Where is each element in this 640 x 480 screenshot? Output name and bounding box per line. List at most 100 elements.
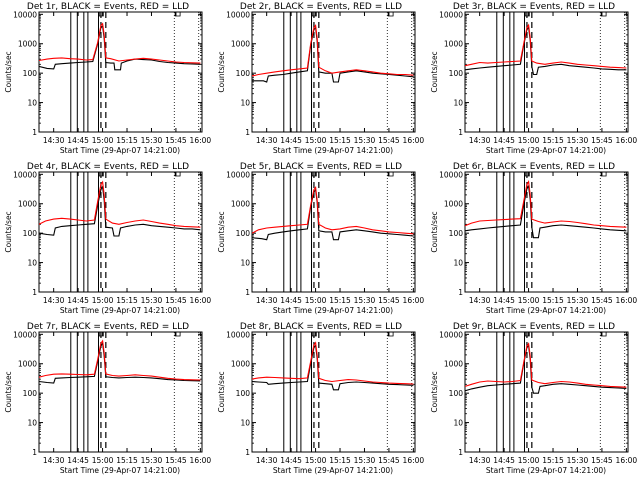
panel-det-2: Det 2r, BLACK = Events, RED = LLD 1 10 100 1… xyxy=(213,0,426,160)
plot-frame xyxy=(251,331,416,453)
y-tick-label: 100 xyxy=(236,69,251,78)
y-tick-label: 10 xyxy=(240,259,250,268)
x-tick-label: 15:15 xyxy=(329,296,351,305)
x-tick-label: 14:45 xyxy=(493,296,515,305)
y-tick-label: 10 xyxy=(27,99,37,108)
y-tick-label: 1 xyxy=(245,288,250,297)
panel-chart: Det 7r, BLACK = Events, RED = LLD 1 10 100 1… xyxy=(4,322,212,475)
y-tick-label: 1 xyxy=(245,448,250,457)
panel-det-1: Det 1r, BLACK = Events, RED = LLD 1 10 100 1… xyxy=(0,0,213,160)
y-tick-label: 10 xyxy=(453,259,463,268)
x-tick-label: 15:15 xyxy=(329,456,351,465)
panel-det-8: Det 8r, BLACK = Events, RED = LLD 1 10 100 1… xyxy=(213,320,426,480)
events-series-line xyxy=(39,341,201,384)
x-tick-label: 16:00 xyxy=(190,456,212,465)
y-tick-label: 1000 xyxy=(18,200,37,209)
x-tick-label: 15:30 xyxy=(567,456,589,465)
y-tick-label: 1 xyxy=(458,128,463,137)
panel-title: Det 4r, BLACK = Events, RED = LLD xyxy=(27,162,189,172)
y-axis-label: Counts/sec xyxy=(430,211,439,252)
x-tick-label: 16:00 xyxy=(190,136,212,145)
interval-bracket xyxy=(600,332,607,337)
interval-bracket xyxy=(311,332,317,337)
y-tick-label: 1 xyxy=(245,128,250,137)
x-tick-label: 16:00 xyxy=(403,136,425,145)
x-tick-label: 15:00 xyxy=(92,456,114,465)
y-tick-label: 10 xyxy=(453,419,463,428)
lld-series-line xyxy=(465,342,627,388)
y-tick-label: 10000 xyxy=(439,330,463,339)
x-axis-label: Start Time (29-Apr-07 14:21:00) xyxy=(486,466,606,475)
plot-frame xyxy=(38,171,203,293)
x-tick-label: 15:00 xyxy=(518,136,540,145)
interval-bracket xyxy=(174,332,181,337)
x-tick-label: 16:00 xyxy=(616,456,638,465)
y-axis-label: Counts/sec xyxy=(217,371,226,412)
y-tick-label: 10000 xyxy=(226,10,250,19)
panel-title: Det 7r, BLACK = Events, RED = LLD xyxy=(27,322,189,332)
interval-bracket xyxy=(600,12,607,17)
x-tick-label: 15:00 xyxy=(518,456,540,465)
y-tick-label: 10000 xyxy=(13,10,37,19)
x-tick-label: 15:30 xyxy=(354,296,376,305)
y-tick-label: 1 xyxy=(458,448,463,457)
x-tick-label: 16:00 xyxy=(403,456,425,465)
events-series-line xyxy=(252,343,414,391)
y-tick-label: 1000 xyxy=(18,360,37,369)
x-tick-label: 14:45 xyxy=(67,136,89,145)
y-tick-label: 10000 xyxy=(226,330,250,339)
x-tick-label: 15:30 xyxy=(141,136,163,145)
x-axis-label: Start Time (29-Apr-07 14:21:00) xyxy=(60,146,180,155)
y-tick-label: 1000 xyxy=(231,200,250,209)
y-tick-label: 10 xyxy=(240,419,250,428)
plot-frame xyxy=(464,171,629,293)
y-tick-label: 100 xyxy=(23,389,38,398)
x-tick-label: 15:15 xyxy=(542,296,564,305)
y-axis-label: Counts/sec xyxy=(217,51,226,92)
x-axis-label: Start Time (29-Apr-07 14:21:00) xyxy=(486,146,606,155)
interval-bracket xyxy=(387,12,394,17)
interval-bracket xyxy=(98,332,104,337)
y-tick-label: 100 xyxy=(449,389,464,398)
lld-series-line xyxy=(39,180,201,228)
panel-chart: Det 6r, BLACK = Events, RED = LLD 1 10 100 1… xyxy=(430,162,637,315)
interval-bracket xyxy=(311,12,317,17)
panel-det-9: Det 9r, BLACK = Events, RED = LLD 1 10 100 1… xyxy=(426,320,639,480)
x-tick-label: 15:30 xyxy=(567,136,589,145)
interval-bracket xyxy=(524,12,530,17)
x-tick-label: 15:00 xyxy=(305,296,327,305)
y-tick-label: 1000 xyxy=(231,360,250,369)
x-tick-label: 15:45 xyxy=(165,136,187,145)
x-tick-label: 15:15 xyxy=(116,456,138,465)
x-tick-label: 16:00 xyxy=(403,296,425,305)
panel-det-3: Det 3r, BLACK = Events, RED = LLD 1 10 100 1… xyxy=(426,0,639,160)
interval-bracket xyxy=(387,172,394,177)
panel-title: Det 5r, BLACK = Events, RED = LLD xyxy=(240,162,402,172)
x-axis-label: Start Time (29-Apr-07 14:21:00) xyxy=(273,466,393,475)
x-tick-label: 14:30 xyxy=(43,136,65,145)
x-axis-label: Start Time (29-Apr-07 14:21:00) xyxy=(60,306,180,315)
events-series-line xyxy=(39,184,201,237)
y-tick-label: 1000 xyxy=(444,40,463,49)
x-tick-label: 14:30 xyxy=(469,296,491,305)
y-tick-label: 1 xyxy=(32,128,37,137)
events-series-line xyxy=(465,184,627,239)
x-tick-label: 15:15 xyxy=(542,136,564,145)
y-axis-label: Counts/sec xyxy=(217,211,226,252)
y-axis-label: Counts/sec xyxy=(430,371,439,412)
x-axis-label: Start Time (29-Apr-07 14:21:00) xyxy=(60,466,180,475)
panel-chart: Det 4r, BLACK = Events, RED = LLD 1 10 100 1… xyxy=(4,162,211,315)
x-tick-label: 14:30 xyxy=(256,296,278,305)
y-axis-label: Counts/sec xyxy=(4,51,13,92)
x-tick-label: 15:00 xyxy=(305,456,327,465)
plot-frame xyxy=(464,331,629,453)
events-series-line xyxy=(39,24,201,71)
y-tick-label: 10 xyxy=(240,99,250,108)
interval-bracket xyxy=(524,332,530,337)
x-tick-label: 15:45 xyxy=(591,456,613,465)
interval-bracket xyxy=(174,172,181,177)
y-tick-label: 10 xyxy=(27,259,37,268)
y-tick-label: 100 xyxy=(449,69,464,78)
interval-bracket xyxy=(98,12,104,17)
panel-title: Det 1r, BLACK = Events, RED = LLD xyxy=(27,2,189,12)
